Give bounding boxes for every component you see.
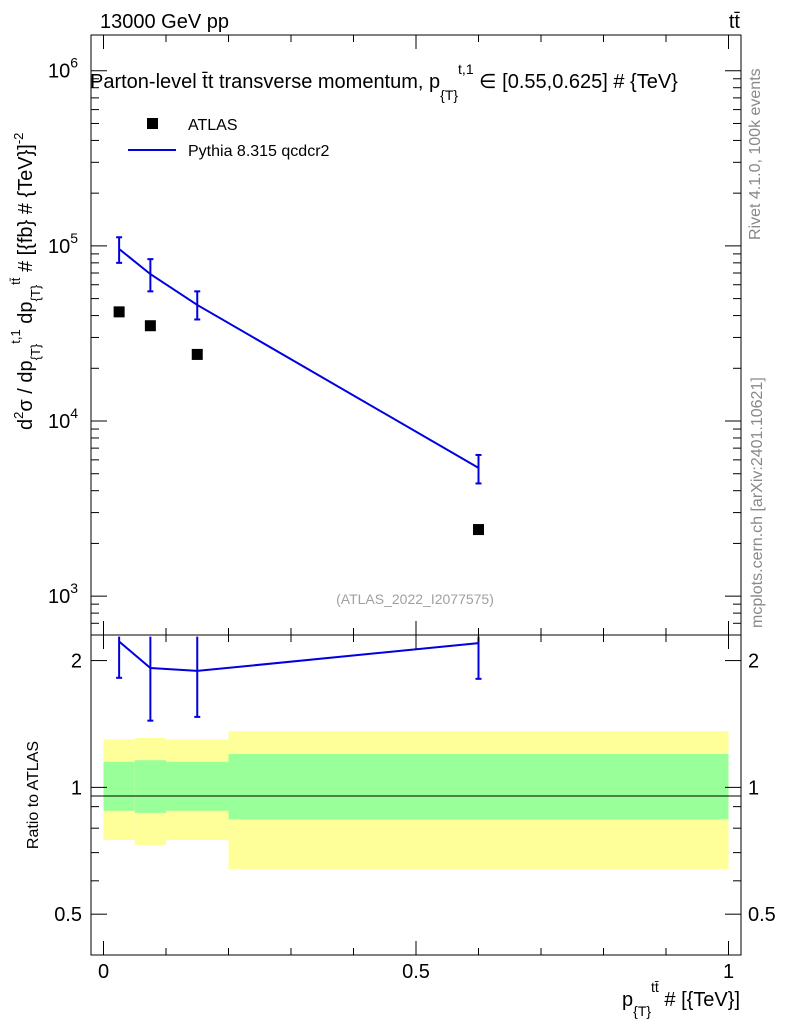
y-axis-label-sup2: tt̄ xyxy=(8,277,23,285)
side-text-rivet: Rivet 4.1.0, 100k events xyxy=(747,68,764,240)
ratio-mc-line xyxy=(118,640,479,672)
y-axis-label-rest: # [{fb} # {TeV}] xyxy=(15,144,37,277)
ratio-tick-label-right: 2 xyxy=(748,651,759,673)
atlas-data-point xyxy=(113,306,125,318)
main-series xyxy=(113,236,484,536)
x-axis-label-p: p xyxy=(622,989,633,1011)
x-tick-label: 0.5 xyxy=(402,961,430,983)
y-tick-exp: 3 xyxy=(70,580,78,596)
atlas-data-point xyxy=(144,320,156,332)
legend-mc-label: Pythia 8.315 qcdcr2 xyxy=(188,143,330,160)
plot-title-sub: {T} xyxy=(440,87,458,103)
ratio-tick-label-left: 0.5 xyxy=(54,904,82,926)
y-tick-base: 10 xyxy=(48,236,70,258)
y-axis-label-sub2: {T} xyxy=(28,284,43,301)
ratio-tick-label-left: 1 xyxy=(71,777,82,799)
x-axis-ticks: 0 0.5 1 xyxy=(98,35,734,983)
y-tick-exp: 6 xyxy=(70,55,78,71)
x-axis-label-sup: tt̄ xyxy=(651,979,659,995)
atlas-data-point xyxy=(191,348,203,360)
atlas-data-point xyxy=(473,524,484,536)
y-axis-label: d2σ / dp{T}t,1 dp{T}tt̄ # [{fb} # {TeV}]… xyxy=(8,133,43,430)
legend-atlas-label: ATLAS xyxy=(188,117,238,134)
x-axis-label-rest: # [{TeV}] xyxy=(659,989,740,1011)
legend-atlas-marker xyxy=(147,118,158,129)
header-process-label: tt̄ xyxy=(729,11,741,33)
x-tick-label: 0 xyxy=(98,961,109,983)
y-axis-label-sub1: {T} xyxy=(28,343,43,360)
y-tick-base: 10 xyxy=(48,586,70,608)
plot-title-sup: t,1 xyxy=(458,61,474,77)
ratio-band-stat xyxy=(228,754,729,820)
x-axis-label-sub: {T} xyxy=(633,1003,651,1019)
x-axis-label: p{T}tt̄ # [{TeV}] xyxy=(622,979,740,1019)
side-text-mcplots: mcplots.cern.ch [arXiv:2401.10621] xyxy=(749,377,766,628)
ratio-series xyxy=(116,636,482,722)
ratio-tick-label-left: 2 xyxy=(71,651,82,673)
plot-title-main: Parton-level t̄t transverse momentum, p xyxy=(90,71,440,93)
y-tick-label: 105 xyxy=(48,230,78,258)
y-axis-label-2: 2 xyxy=(11,412,26,419)
y-axis-label-exp: -2 xyxy=(11,133,26,145)
x-tick-label: 1 xyxy=(723,961,734,983)
y-axis-label-d: d xyxy=(15,419,37,430)
header-energy-label: 13000 GeV pp xyxy=(100,11,229,33)
ratio-band-stat xyxy=(166,761,229,811)
ratio-tick-label-right: 0.5 xyxy=(748,904,776,926)
y-axis-label-sup1: t,1 xyxy=(8,329,23,343)
ratio-uncertainty-bands xyxy=(103,731,729,870)
y-axis-label-sigma: σ / dp xyxy=(15,360,37,411)
ratio-y-axis-label: Ratio to ATLAS xyxy=(25,741,42,849)
ratio-band-stat xyxy=(103,761,135,811)
y-tick-base: 10 xyxy=(48,411,70,433)
y-tick-exp: 4 xyxy=(70,405,78,421)
y-tick-exp: 5 xyxy=(70,230,78,246)
mc-prediction-line xyxy=(118,248,480,469)
ratio-tick-label-right: 1 xyxy=(748,777,759,799)
ratio-band-stat xyxy=(134,760,166,813)
ratio-axis-ticks: 0.5 0.5 1 1 2 2 xyxy=(54,651,776,956)
plot-title: Parton-level t̄t transverse momentum, p{… xyxy=(90,61,678,103)
reference-label: (ATLAS_2022_I2077575) xyxy=(336,591,494,607)
y-axis-label-dp2: dp xyxy=(15,301,37,329)
plot-title-rest: ∈ [0.55,0.625] # {TeV} xyxy=(474,71,679,93)
y-tick-base: 10 xyxy=(48,61,70,83)
y-tick-label: 106 xyxy=(48,55,78,83)
y-tick-label: 103 xyxy=(48,580,78,608)
y-tick-label: 104 xyxy=(48,405,78,433)
